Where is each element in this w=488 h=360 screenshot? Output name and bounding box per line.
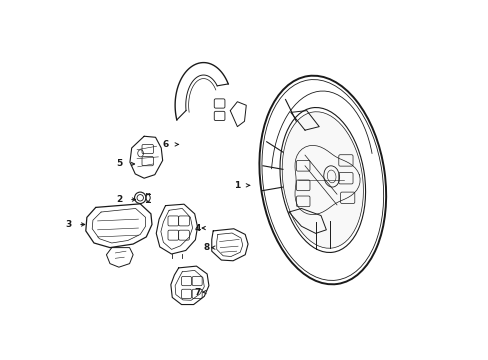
Text: 5: 5	[116, 159, 122, 168]
Text: 2: 2	[116, 195, 122, 204]
Text: 1: 1	[233, 181, 240, 190]
Text: 7: 7	[194, 288, 200, 297]
Ellipse shape	[282, 112, 363, 248]
Text: 8: 8	[203, 243, 209, 252]
Text: 3: 3	[65, 220, 71, 229]
Text: 6: 6	[162, 140, 168, 149]
Text: 4: 4	[194, 224, 200, 233]
